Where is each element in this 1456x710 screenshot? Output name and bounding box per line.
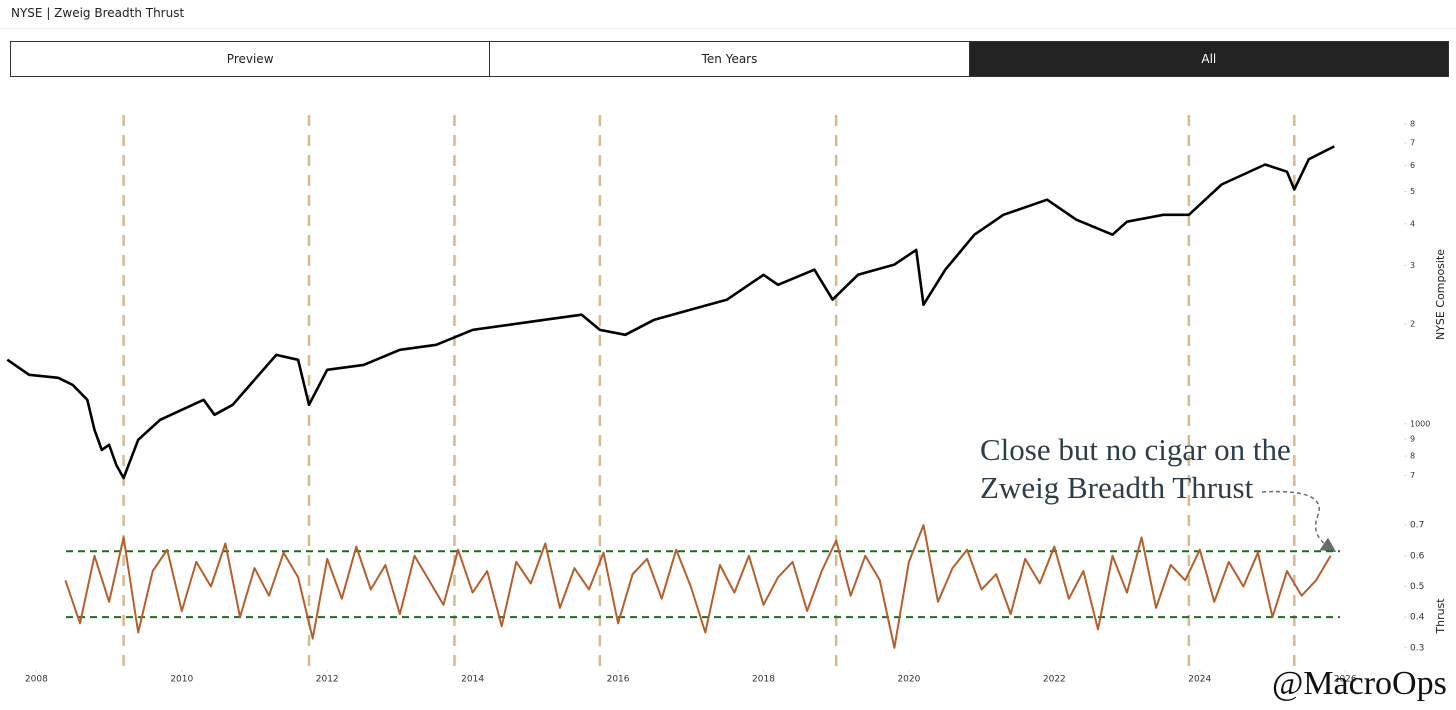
y-tick-label: 1000 <box>1410 419 1430 428</box>
y-tick-label: 8 <box>1410 452 1415 461</box>
y-tick-label: 7 <box>1410 139 1415 148</box>
x-tick-label: 2016 <box>607 675 630 685</box>
x-tick-label: 2018 <box>752 675 775 685</box>
annotation-arrow <box>1261 490 1337 553</box>
y-tick-label: 0.4 <box>1410 613 1425 623</box>
tab[interactable]: Preview <box>10 41 491 77</box>
separator <box>0 28 1456 29</box>
x-tick-label: 2020 <box>897 675 920 685</box>
x-tick-label: 2024 <box>1188 675 1211 685</box>
x-tick-label: 2022 <box>1043 675 1066 685</box>
x-tick-label: 2010 <box>170 675 193 685</box>
tab[interactable]: Ten Years <box>489 41 970 77</box>
y-tick-label: 7 <box>1410 471 1415 480</box>
y-tick-label: 0.6 <box>1410 551 1425 561</box>
y-axis-label: Thrust <box>1434 598 1447 635</box>
x-tick-label: 2012 <box>316 675 339 685</box>
y-tick-label: 2 <box>1410 319 1415 328</box>
data-line <box>64 524 1332 649</box>
x-tick-label: 2008 <box>25 675 48 685</box>
y-tick-label: 6 <box>1410 161 1415 170</box>
annotation: Close but no cigar on the <box>980 432 1291 467</box>
y-tick-label: 3 <box>1410 261 1415 270</box>
data-line <box>6 145 1335 480</box>
watermark: @MacroOps <box>1272 665 1447 702</box>
y-tick-label: 9 <box>1410 435 1415 444</box>
y-axis-label: NYSE Composite <box>1434 249 1447 340</box>
x-tick-label: 2014 <box>461 675 484 685</box>
tab-bar: Preview Ten Years All <box>10 41 1449 77</box>
y-tick-label: 5 <box>1410 187 1415 196</box>
y-tick-label: 0.3 <box>1410 643 1424 653</box>
y-tick-label: 0.7 <box>1410 521 1424 531</box>
page-title: NYSE | Zweig Breadth Thrust <box>11 6 185 20</box>
y-tick-label: 0.5 <box>1410 582 1424 592</box>
tab[interactable]: All <box>968 41 1449 77</box>
y-tick-label: 4 <box>1410 219 1415 228</box>
annotation: Zweig Breadth Thrust <box>980 470 1254 505</box>
x-tick-label: 2026 <box>1334 675 1357 685</box>
y-tick-label: 8 <box>1410 119 1415 128</box>
